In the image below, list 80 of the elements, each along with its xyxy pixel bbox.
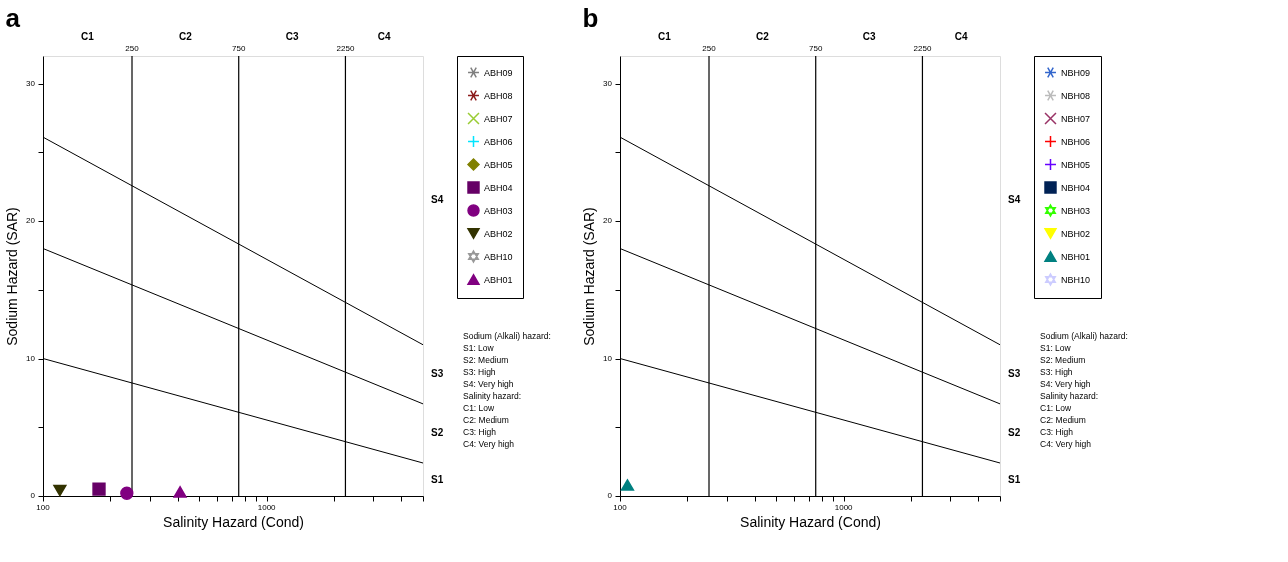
text: S3: High bbox=[1040, 367, 1073, 377]
text: S4 bbox=[1008, 194, 1021, 206]
text: C1 bbox=[658, 31, 672, 42]
legend-label: NBH05 bbox=[1061, 159, 1091, 170]
chart-title: a bbox=[5, 3, 21, 33]
text: S1: Low bbox=[1040, 343, 1072, 353]
legend-label: NBH09 bbox=[1061, 67, 1091, 78]
text: C1: Low bbox=[463, 403, 496, 413]
text: S2 bbox=[431, 427, 444, 439]
legend-label: ABH03 bbox=[484, 205, 513, 216]
text: C3 bbox=[285, 31, 299, 42]
text: C4: Very high bbox=[1040, 439, 1092, 449]
text: C3 bbox=[862, 31, 876, 42]
legend-label: NBH06 bbox=[1061, 136, 1091, 147]
y-tick-label: 30 bbox=[603, 78, 613, 88]
ref-line-label: 750 bbox=[232, 44, 246, 53]
legend-label: NBH10 bbox=[1061, 274, 1091, 285]
x-tick-label: 100 bbox=[36, 503, 51, 512]
text: Salinity hazard: bbox=[463, 391, 522, 401]
legend-label: ABH08 bbox=[484, 90, 513, 101]
ref-line-label: 250 bbox=[125, 44, 140, 53]
y-tick-label: 0 bbox=[30, 491, 36, 500]
legend-label: ABH10 bbox=[484, 251, 513, 262]
text: S3: High bbox=[463, 367, 496, 377]
x-tick-label: 1000 bbox=[257, 503, 277, 512]
legend-label: ABH07 bbox=[484, 113, 513, 124]
text: S1 bbox=[431, 473, 444, 485]
x-tick-label: 100 bbox=[613, 503, 628, 512]
text: Sodium (Alkali) hazard: bbox=[1040, 331, 1128, 341]
text: C1 bbox=[81, 31, 95, 42]
y-tick-label: 10 bbox=[603, 353, 613, 363]
x-axis-title: Salinity Hazard (Cond) bbox=[163, 514, 304, 530]
text: C4: Very high bbox=[463, 439, 515, 449]
y-axis-title: Sodium Hazard (SAR) bbox=[4, 207, 20, 346]
y-tick-label: 30 bbox=[26, 78, 36, 88]
text: C2 bbox=[755, 31, 770, 42]
chart-title: b bbox=[582, 3, 599, 33]
legend-label: ABH05 bbox=[484, 159, 513, 170]
ref-line-label: 750 bbox=[809, 44, 823, 53]
ref-line-label: 2250 bbox=[336, 44, 355, 53]
text: Salinity hazard: bbox=[1040, 391, 1099, 401]
legend-label: NBH01 bbox=[1061, 251, 1091, 262]
text: C2: Medium bbox=[1040, 415, 1086, 425]
text: S1: Low bbox=[463, 343, 495, 353]
y-tick-label: 20 bbox=[26, 216, 36, 225]
y-tick-label: 0 bbox=[607, 491, 613, 500]
legend-label: NBH03 bbox=[1061, 205, 1091, 216]
text: S4 bbox=[431, 194, 444, 206]
text: C2: Medium bbox=[463, 415, 509, 425]
legend-label: NBH04 bbox=[1061, 182, 1091, 193]
legend-label: ABH06 bbox=[484, 136, 513, 147]
text: C3: High bbox=[1040, 427, 1074, 437]
text: Sodium (Alkali) hazard: bbox=[463, 331, 551, 341]
y-axis-title: Sodium Hazard (SAR) bbox=[581, 207, 597, 346]
text: C1: Low bbox=[1040, 403, 1073, 413]
text: S1 bbox=[1008, 473, 1021, 485]
ref-line-label: 2250 bbox=[913, 44, 932, 53]
text: C4 bbox=[377, 31, 392, 42]
x-axis-title: Salinity Hazard (Cond) bbox=[740, 514, 881, 530]
text: S2: Medium bbox=[1040, 355, 1086, 365]
text: S3 bbox=[1008, 368, 1021, 380]
text: S3 bbox=[431, 368, 444, 380]
legend-label: ABH09 bbox=[484, 67, 513, 78]
ref-line-label: 250 bbox=[702, 44, 717, 53]
legend-label: NBH08 bbox=[1061, 90, 1091, 101]
legend-label: ABH01 bbox=[484, 274, 513, 285]
legend-label: NBH07 bbox=[1061, 113, 1091, 124]
text: S2: Medium bbox=[463, 355, 509, 365]
text: S2 bbox=[1008, 427, 1021, 439]
y-tick-label: 10 bbox=[26, 353, 36, 363]
legend-label: ABH04 bbox=[484, 182, 513, 193]
legend-label: NBH02 bbox=[1061, 228, 1091, 239]
text: S4: Very high bbox=[1040, 379, 1091, 389]
legend-label: ABH02 bbox=[484, 228, 513, 239]
text: C3: High bbox=[463, 427, 497, 437]
text: C2 bbox=[178, 31, 193, 42]
y-tick-label: 20 bbox=[603, 216, 613, 225]
text: S4: Very high bbox=[463, 379, 514, 389]
text: C4 bbox=[954, 31, 969, 42]
x-tick-label: 1000 bbox=[834, 503, 854, 512]
